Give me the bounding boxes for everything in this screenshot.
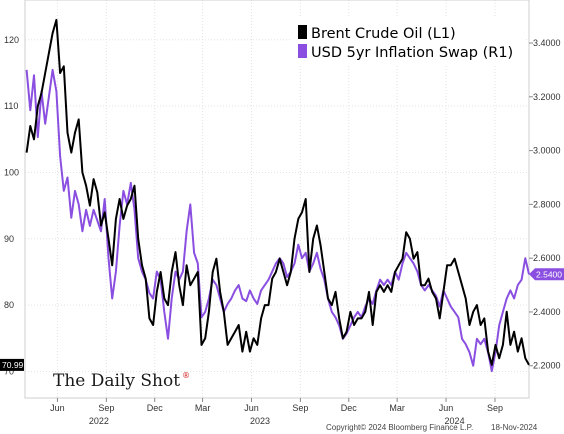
right-tick-label: 3.4000 <box>533 38 561 48</box>
legend-box <box>290 18 526 65</box>
right-tick-label: 2.6000 <box>533 253 561 263</box>
right-tick-label: 3.0000 <box>533 146 561 156</box>
plot-frame <box>24 0 530 399</box>
left-tick-label: 120 <box>4 35 19 45</box>
left-tick-label: 100 <box>4 167 19 177</box>
branding-logo: The Daily Shot ® <box>53 371 190 391</box>
x-year-label: 2023 <box>250 416 270 426</box>
x-tick-label: Dec <box>147 403 164 413</box>
right-last-value-tag <box>529 268 564 281</box>
right-tick-label: 2.4000 <box>533 307 561 317</box>
legend-label-inflation-swap: USD 5yr Inflation Swap (R1) <box>311 45 513 61</box>
left-tick-label: 90 <box>4 234 14 244</box>
right-axis: 2.2000 2.4000 2.6000 2.8000 3.0000 3.2000 3.40… <box>529 38 561 371</box>
left-last-value-tag <box>0 358 24 371</box>
footer-copyright: Copyright© 2024 Bloomberg Finance L.P. <box>326 423 473 432</box>
last-value-tags: 70.99 2.5400 <box>0 268 564 371</box>
footer-date: 18-Nov-2024 <box>491 423 538 432</box>
legend-label-brent: Brent Crude Oil (L1) <box>311 26 456 42</box>
x-year-label: 2024 <box>445 416 465 426</box>
left-last-value-label: 70.99 <box>2 360 24 370</box>
left-tick-label: 70 <box>4 366 14 376</box>
legend-swatch-brent <box>298 25 307 39</box>
right-last-value-label: 2.5400 <box>536 269 562 279</box>
right-tick-label: 2.2000 <box>533 361 561 371</box>
x-tick-label: Jun <box>439 403 454 413</box>
right-tick-label: 2.8000 <box>533 199 561 209</box>
left-tick-label: 80 <box>4 300 14 310</box>
legend: Brent Crude Oil (L1) USD 5yr Inflation S… <box>290 18 526 65</box>
x-tick-label: Mar <box>389 403 405 413</box>
x-year-label: 2022 <box>89 416 109 426</box>
brand-name: The Daily Shot <box>53 371 180 391</box>
x-tick-label: Sep <box>98 403 114 413</box>
legend-swatch-inflation-swap <box>298 44 307 58</box>
x-tick-label: Sep <box>292 403 308 413</box>
left-axis: 70 80 90 100 110 120 <box>4 35 19 377</box>
left-tick-label: 110 <box>4 101 18 111</box>
x-tick-label: Mar <box>195 403 211 413</box>
series-line-brent <box>25 18 530 366</box>
x-tick-label: Sep <box>487 403 503 413</box>
x-axis: Jun Sep Dec Mar Jun Sep Dec Mar Jun Sep 2022 2023 20… <box>50 398 503 426</box>
series-layer <box>25 18 530 373</box>
x-tick-label: Dec <box>341 403 358 413</box>
x-tick-label: Jun <box>50 403 65 413</box>
right-tick-label: 3.2000 <box>533 92 561 102</box>
series-line-inflation-swap <box>25 68 530 373</box>
brand-registered-mark: ® <box>182 371 190 380</box>
x-tick-label: Jun <box>244 403 259 413</box>
